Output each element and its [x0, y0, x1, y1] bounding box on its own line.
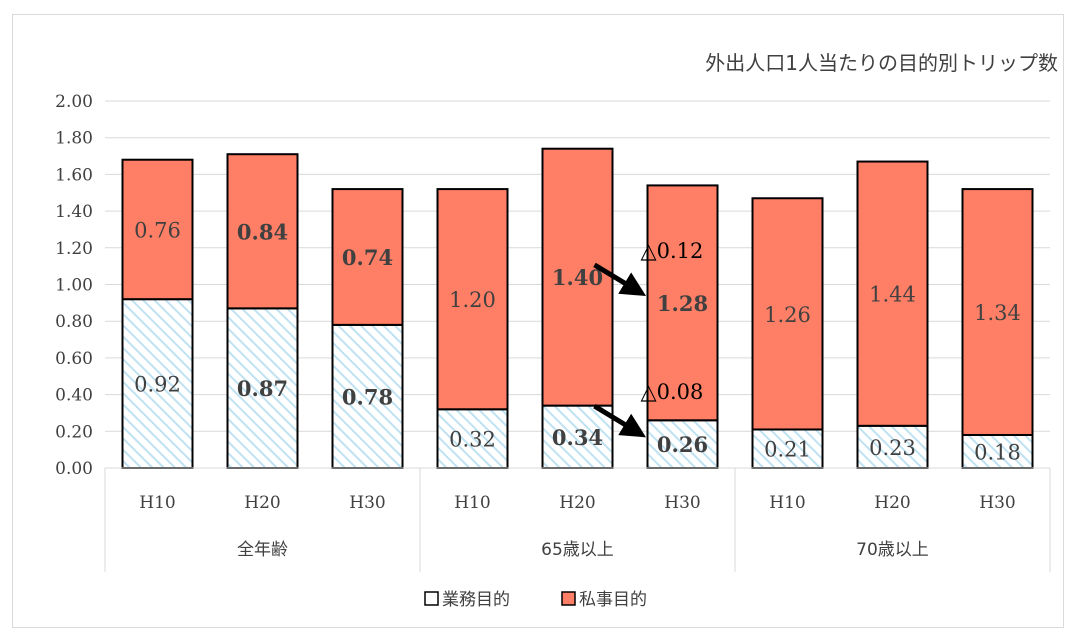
x-tick-label: H30	[349, 493, 385, 513]
legend-label-business: 業務目的	[442, 590, 510, 610]
data-label-business: 0.34	[552, 425, 603, 450]
y-tick-label: 1.20	[55, 239, 93, 259]
chart-title: 外出人口1人当たりの目的別トリップ数	[705, 51, 1058, 75]
bar-private	[226, 153, 299, 310]
x-tick-label: H30	[664, 493, 700, 513]
x-tick-label: H20	[244, 493, 280, 513]
annotation-label: △0.12	[641, 239, 704, 263]
bar-private	[856, 160, 929, 427]
data-label-business: 0.21	[764, 438, 811, 462]
data-label-business: 0.18	[974, 440, 1021, 464]
annotation-arrow	[593, 262, 647, 297]
y-tick-label: 0.00	[55, 459, 93, 479]
data-label-business: 0.92	[134, 373, 181, 397]
data-label-business: 0.26	[657, 432, 708, 457]
legend: 業務目的 私事目的	[424, 590, 647, 610]
data-labels: 0.92 0.76 0.87 0.84 0.78 0.74 0.32 1.20 0.34 1.40…	[134, 218, 1021, 464]
group-label: 全年齢	[237, 540, 288, 560]
data-label-private: 1.34	[974, 301, 1021, 325]
data-label-business: 0.32	[449, 428, 496, 452]
y-tick-label: 0.80	[55, 312, 93, 332]
legend-label-private: 私事目的	[579, 590, 647, 610]
y-tick-label: 0.20	[55, 422, 93, 442]
data-label-private: 0.76	[134, 218, 181, 242]
y-tick-label: 1.00	[55, 276, 93, 296]
annotation-label: △0.08	[641, 380, 704, 404]
data-label-private: 0.84	[237, 219, 288, 244]
data-label-private: 1.40	[552, 265, 603, 290]
data-label-private: 1.20	[449, 288, 496, 312]
bar-business	[541, 404, 614, 469]
data-label-business: 0.78	[342, 384, 393, 409]
x-tick-label: H10	[139, 493, 175, 513]
y-tick-label: 0.40	[55, 386, 93, 406]
x-tick-label: H20	[559, 493, 595, 513]
bar-business	[226, 307, 299, 470]
y-tick-label: 1.40	[55, 202, 93, 222]
bar-private	[961, 188, 1034, 436]
y-tick-label: 1.80	[55, 129, 93, 149]
bar-business	[646, 419, 719, 470]
group-label: 65歳以上	[541, 540, 614, 560]
data-label-business: 0.23	[869, 436, 916, 460]
y-tick-label: 2.00	[55, 92, 93, 112]
bar-business	[121, 298, 194, 469]
x-tick-label: H20	[874, 493, 910, 513]
bar-private	[646, 184, 719, 422]
data-label-private: 1.44	[869, 283, 916, 307]
y-tick-label: 0.60	[55, 349, 93, 369]
x-axis: H10 H20 H30 H10 H20 H30 H10 H20 H30 全年齢 65歳以上 70歳以上	[104, 467, 1051, 572]
bar-private	[436, 188, 509, 411]
y-tick-label: 1.60	[55, 165, 93, 185]
bar-private	[121, 158, 194, 301]
bar-business	[331, 323, 404, 469]
legend-swatch-business	[424, 591, 439, 606]
y-axis: 0.00 0.20 0.40 0.60 0.80 1.00 1.20 1.40 1.60 1.80…	[55, 92, 93, 479]
annotation-arrow	[593, 404, 647, 438]
bar-private	[331, 188, 404, 326]
bar-private	[751, 197, 824, 431]
bars	[121, 147, 1034, 470]
x-tick-label: H30	[979, 493, 1015, 513]
data-label-private: 0.74	[342, 245, 393, 270]
x-tick-label: H10	[769, 493, 805, 513]
x-tick-label: H10	[454, 493, 490, 513]
annotations: △0.12 △0.08	[593, 239, 704, 438]
data-label-business: 0.87	[237, 376, 288, 401]
group-label: 70歳以上	[856, 540, 929, 560]
data-label-private: 1.28	[657, 291, 708, 316]
bar-private	[541, 147, 614, 407]
data-label-private: 1.26	[764, 303, 811, 327]
legend-swatch-private	[561, 591, 576, 606]
